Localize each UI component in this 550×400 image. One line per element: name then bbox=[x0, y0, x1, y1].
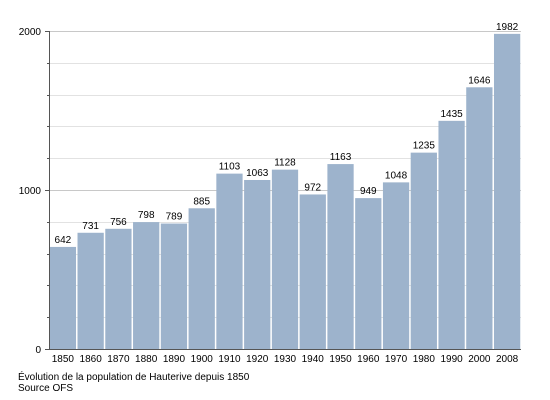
bar-1860 bbox=[77, 232, 104, 349]
data-label-1980: 1235 bbox=[413, 141, 436, 152]
bar-1920 bbox=[244, 179, 271, 349]
data-label-1930: 1128 bbox=[274, 158, 296, 169]
y-tick-label-0: 0 bbox=[35, 345, 41, 356]
y-tick-label-1000: 1000 bbox=[19, 186, 42, 197]
x-tick-label-1980: 1980 bbox=[413, 354, 436, 365]
x-tick-label-1900: 1900 bbox=[191, 354, 214, 365]
data-label-1870: 756 bbox=[110, 217, 127, 228]
x-tick-label-1920: 1920 bbox=[246, 354, 269, 365]
data-label-1850: 642 bbox=[55, 235, 72, 246]
bar-1940 bbox=[299, 194, 326, 349]
bar-1960 bbox=[355, 198, 382, 349]
x-tick-label-1850: 1850 bbox=[52, 354, 75, 365]
bar-1870 bbox=[105, 228, 132, 349]
data-label-2008: 1982 bbox=[496, 22, 519, 33]
data-label-1990: 1435 bbox=[440, 109, 463, 120]
bar-1930 bbox=[271, 169, 299, 349]
chart-source: Source OFS bbox=[18, 383, 74, 394]
data-label-1960: 949 bbox=[360, 186, 377, 197]
bar-1880 bbox=[133, 222, 160, 349]
x-tick-label-1970: 1970 bbox=[385, 354, 408, 365]
chart-caption: Évolution de la population de Hauterive … bbox=[18, 372, 250, 383]
bars-layer bbox=[49, 33, 521, 350]
data-label-1920: 1063 bbox=[246, 168, 269, 179]
x-tick-label-1930: 1930 bbox=[274, 354, 297, 365]
x-tick-label-1870: 1870 bbox=[107, 354, 130, 365]
bar-1850 bbox=[49, 246, 77, 349]
x-tick-label-1860: 1860 bbox=[80, 354, 103, 365]
bar-1900 bbox=[188, 208, 215, 349]
bar-1990 bbox=[438, 120, 465, 350]
data-label-2000: 1646 bbox=[468, 75, 491, 86]
bar-1950 bbox=[327, 164, 354, 349]
x-tick-label-2000: 2000 bbox=[468, 354, 491, 365]
bar-1970 bbox=[382, 182, 410, 349]
bar-2000 bbox=[466, 87, 493, 349]
x-tick-label-1990: 1990 bbox=[440, 354, 463, 365]
data-label-1890: 789 bbox=[166, 212, 183, 223]
bar-1980 bbox=[410, 152, 437, 349]
bar-1890 bbox=[160, 223, 188, 349]
x-tick-label-1880: 1880 bbox=[135, 354, 158, 365]
data-label-1940: 972 bbox=[304, 182, 321, 193]
x-tick-label-1940: 1940 bbox=[302, 354, 325, 365]
data-label-1910: 1103 bbox=[219, 162, 241, 173]
data-label-1950: 1163 bbox=[330, 152, 352, 163]
bar-2008 bbox=[493, 33, 521, 349]
data-label-1900: 885 bbox=[193, 196, 210, 207]
data-label-1880: 798 bbox=[138, 210, 155, 221]
x-tick-label-1960: 1960 bbox=[357, 354, 380, 365]
axis-layer bbox=[45, 31, 521, 350]
x-tick-label-1890: 1890 bbox=[163, 354, 186, 365]
data-label-1860: 731 bbox=[82, 221, 99, 232]
x-tick-label-2008: 2008 bbox=[496, 354, 519, 365]
labels-layer: 642 1850 731 1860 756 1870 798 1880 789 1890 885 19… bbox=[19, 22, 519, 365]
x-tick-label-1910: 1910 bbox=[218, 354, 241, 365]
data-label-1970: 1048 bbox=[385, 170, 408, 181]
x-tick-label-1950: 1950 bbox=[329, 354, 352, 365]
bar-1910 bbox=[216, 173, 243, 349]
y-tick-label-2000: 2000 bbox=[19, 27, 42, 38]
